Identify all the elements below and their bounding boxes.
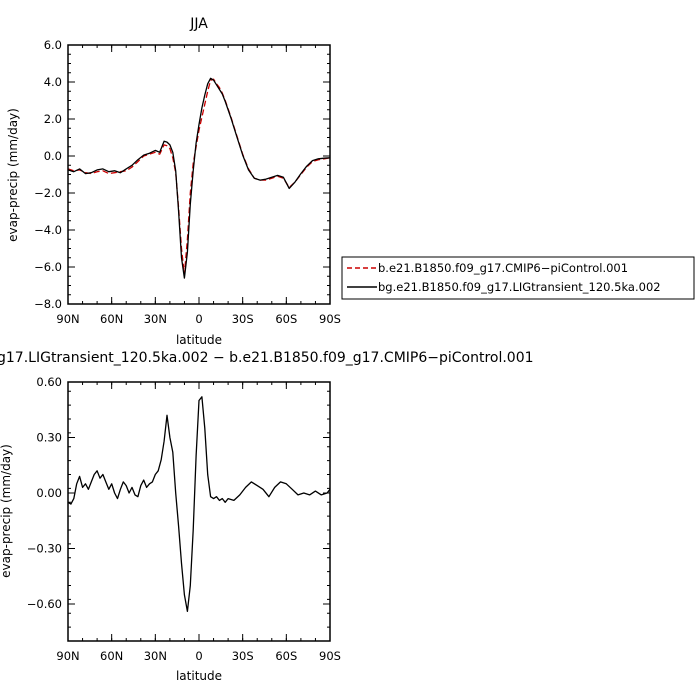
chart-bottom: bg.e21.B1850.f09_g17.LIGtransient_120.5k… bbox=[0, 350, 534, 683]
x-tick-label: 30N bbox=[144, 649, 167, 663]
chart-top-series-layer bbox=[67, 77, 331, 279]
y-tick-label: −6.0 bbox=[34, 260, 62, 274]
y-tick-label: −0.30 bbox=[27, 542, 62, 556]
chart-top-x-ticks: 90N 60N 30N 0 30S 60S 90S bbox=[56, 45, 341, 326]
chart-top: JJA 6.0 4.0 2.0 0.0 −2.0 −4.0 −6.0 −8.0 90N 60N 3… bbox=[6, 16, 341, 347]
legend-box bbox=[341, 256, 695, 300]
y-tick-label: −2.0 bbox=[34, 186, 62, 200]
y-tick-label: 4.0 bbox=[44, 75, 62, 89]
chart-bottom-ylabel: evap-precip (mm/day) bbox=[0, 444, 13, 578]
chart-bottom-frame bbox=[67, 381, 331, 642]
y-tick-label: 2.0 bbox=[44, 112, 62, 126]
chart-bottom-xlabel: latitude bbox=[176, 669, 222, 683]
legend-label-control: b.e21.B1850.f09_g17.CMIP6−piControl.001 bbox=[378, 261, 628, 275]
chart-top-y-ticks: 6.0 4.0 2.0 0.0 −2.0 −4.0 −6.0 −8.0 bbox=[34, 38, 330, 311]
x-tick-label: 90S bbox=[319, 649, 341, 663]
chart-bottom-series-layer bbox=[67, 396, 331, 613]
x-tick-label: 60N bbox=[100, 649, 123, 663]
x-tick-label: 90N bbox=[56, 649, 79, 663]
chart-bottom-title: bg.e21.B1850.f09_g17.LIGtransient_120.5k… bbox=[0, 350, 534, 366]
chart-top-title: JJA bbox=[189, 16, 208, 32]
series-line-1 bbox=[67, 77, 331, 279]
x-tick-label: 90N bbox=[56, 312, 79, 326]
y-tick-label: 0.30 bbox=[36, 431, 62, 445]
y-tick-label: −0.60 bbox=[27, 597, 62, 611]
legend-label-lig: bg.e21.B1850.f09_g17.LIGtransient_120.5k… bbox=[378, 280, 661, 294]
x-tick-label: 60S bbox=[275, 312, 297, 326]
series-line-0 bbox=[67, 396, 331, 613]
chart-bottom-x-ticks: 90N 60N 30N 0 30S 60S 90S bbox=[56, 382, 341, 663]
x-tick-label: 30S bbox=[232, 649, 254, 663]
x-tick-label: 0 bbox=[195, 312, 202, 326]
y-tick-label: −4.0 bbox=[34, 223, 62, 237]
chart-top-ylabel: evap-precip (mm/day) bbox=[6, 108, 20, 242]
y-tick-label: 0.0 bbox=[44, 149, 62, 163]
x-tick-label: 60S bbox=[275, 649, 297, 663]
x-tick-label: 90S bbox=[319, 312, 341, 326]
chart-top-gridless-plot: 6.0 4.0 2.0 0.0 −2.0 −4.0 −6.0 −8.0 90N 60N 30N 0 3… bbox=[34, 38, 341, 326]
x-tick-label: 60N bbox=[100, 312, 123, 326]
x-tick-label: 30N bbox=[144, 312, 167, 326]
series-line-0 bbox=[67, 78, 331, 276]
y-tick-label: −8.0 bbox=[34, 297, 62, 311]
chart-top-frame bbox=[67, 44, 331, 305]
y-tick-label: 6.0 bbox=[44, 38, 62, 52]
chart-bottom-y-ticks: 0.60 0.30 0.00 −0.30 −0.60 bbox=[27, 375, 330, 642]
chart-top-xlabel: latitude bbox=[176, 333, 222, 347]
x-tick-label: 30S bbox=[232, 312, 254, 326]
y-tick-label: 0.00 bbox=[36, 486, 62, 500]
legend: b.e21.B1850.f09_g17.CMIP6−piControl.001 … bbox=[341, 256, 695, 300]
x-tick-label: 0 bbox=[195, 649, 202, 663]
y-tick-label: 0.60 bbox=[36, 375, 62, 389]
